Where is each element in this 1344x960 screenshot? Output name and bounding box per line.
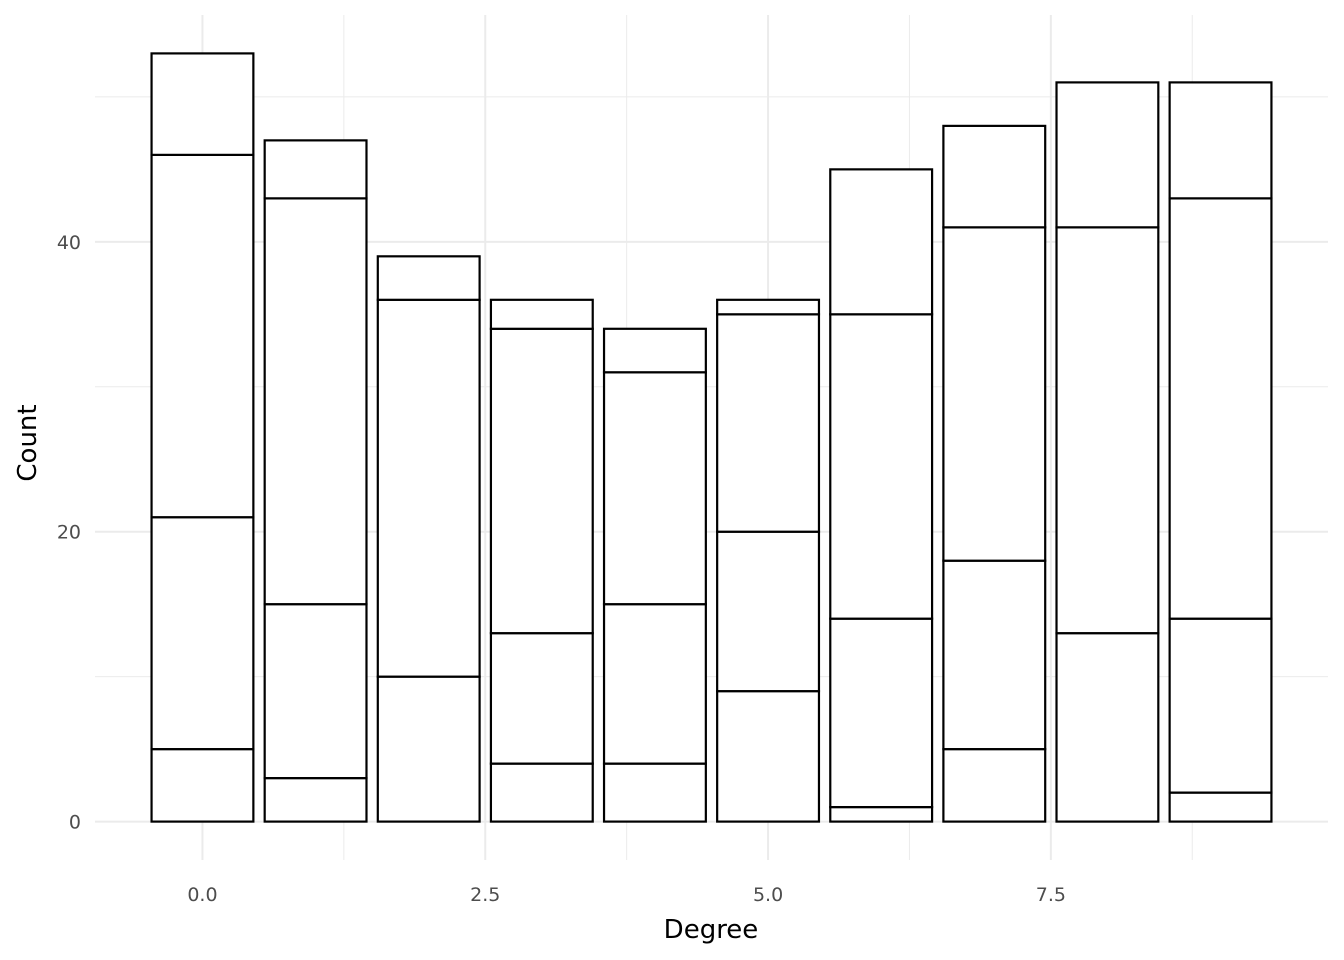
bar-segment xyxy=(489,632,594,765)
bar-segment xyxy=(1168,197,1273,620)
bar-segment xyxy=(1168,791,1273,823)
y-tick-label: 0 xyxy=(69,812,81,834)
bar-segment xyxy=(376,298,481,678)
bar-segment xyxy=(602,327,707,374)
bar-4 xyxy=(602,327,707,823)
bar-segment xyxy=(829,168,934,316)
bar-9 xyxy=(1168,81,1273,823)
bar-segment xyxy=(1168,81,1273,200)
bar-segment xyxy=(602,371,707,606)
bar-segment xyxy=(716,530,821,693)
bar-segment xyxy=(1055,632,1160,823)
bar-segment xyxy=(489,762,594,823)
bar-8 xyxy=(1055,81,1160,823)
bar-segment xyxy=(150,516,255,751)
bar-segment xyxy=(1055,81,1160,229)
bar-segment xyxy=(602,603,707,765)
bar-7 xyxy=(942,124,1047,823)
x-tick-label: 0.0 xyxy=(187,884,217,906)
bar-segment xyxy=(263,197,368,606)
bar-segment xyxy=(150,52,255,156)
x-tick-label: 7.5 xyxy=(1036,884,1066,906)
bar-5 xyxy=(716,298,821,823)
bar-segment xyxy=(942,559,1047,751)
bar-3 xyxy=(489,298,594,823)
bar-2 xyxy=(376,255,481,823)
x-tick-label: 2.5 xyxy=(470,884,500,906)
x-axis-tick-labels: 0.0 2.5 5.0 7.5 xyxy=(187,884,1066,906)
bar-segment xyxy=(602,762,707,823)
bar-segment xyxy=(376,255,481,301)
bar-segment xyxy=(263,139,368,200)
bar-segment xyxy=(376,675,481,823)
bar-segment xyxy=(829,805,934,823)
x-axis-title: Degree xyxy=(664,915,759,945)
bar-segment xyxy=(489,298,594,330)
y-axis-tick-labels: 0 20 40 xyxy=(57,232,81,834)
bar-segment xyxy=(263,777,368,823)
bar-segment xyxy=(716,690,821,823)
bar-segment xyxy=(489,327,594,635)
y-tick-label: 20 xyxy=(57,522,81,544)
bar-1 xyxy=(263,139,368,823)
bars xyxy=(150,52,1273,823)
y-tick-label: 40 xyxy=(57,232,81,254)
x-tick-label: 5.0 xyxy=(753,884,783,906)
y-axis-title: Count xyxy=(13,404,43,481)
bar-segment xyxy=(1168,617,1273,794)
bar-segment xyxy=(1055,226,1160,635)
bar-segment xyxy=(716,298,821,316)
bar-segment xyxy=(829,617,934,809)
bar-segment xyxy=(942,124,1047,229)
bar-6 xyxy=(829,168,934,823)
bar-segment xyxy=(942,748,1047,823)
bar-segment xyxy=(942,226,1047,562)
bar-segment xyxy=(829,313,934,620)
bar-segment xyxy=(150,748,255,823)
bar-segment xyxy=(263,603,368,780)
bar-0 xyxy=(150,52,255,823)
bar-segment xyxy=(150,153,255,519)
bar-segment xyxy=(716,313,821,533)
